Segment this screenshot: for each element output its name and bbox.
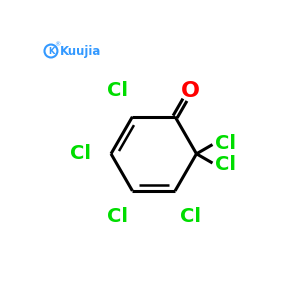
- Text: Cl: Cl: [107, 207, 128, 226]
- Text: K: K: [48, 46, 54, 56]
- Text: Cl: Cl: [215, 155, 236, 174]
- Text: ®: ®: [54, 42, 61, 47]
- Text: Cl: Cl: [180, 207, 201, 226]
- Text: Cl: Cl: [70, 144, 92, 163]
- Text: Kuujia: Kuujia: [60, 44, 101, 58]
- Text: Cl: Cl: [215, 134, 236, 153]
- Text: O: O: [181, 81, 200, 101]
- Text: Cl: Cl: [107, 81, 128, 100]
